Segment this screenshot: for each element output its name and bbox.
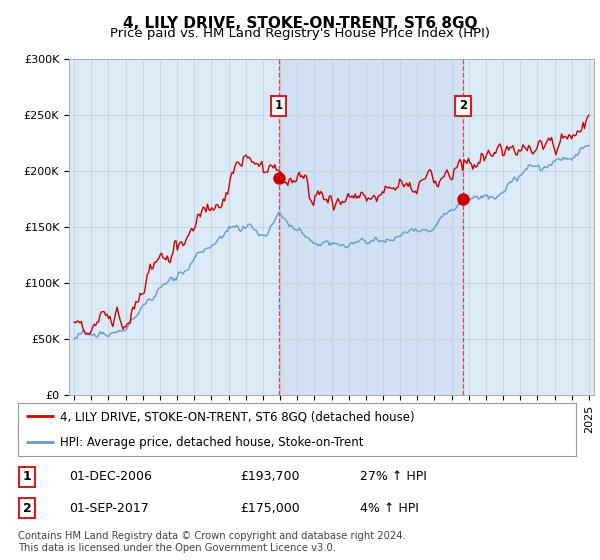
Text: £193,700: £193,700 (240, 470, 299, 483)
Text: 2: 2 (23, 502, 31, 515)
Text: 4, LILY DRIVE, STOKE-ON-TRENT, ST6 8GQ (detached house): 4, LILY DRIVE, STOKE-ON-TRENT, ST6 8GQ (… (60, 410, 415, 423)
Text: £175,000: £175,000 (240, 502, 300, 515)
Text: 27% ↑ HPI: 27% ↑ HPI (360, 470, 427, 483)
Text: Contains HM Land Registry data © Crown copyright and database right 2024.
This d: Contains HM Land Registry data © Crown c… (18, 531, 406, 553)
Text: Price paid vs. HM Land Registry's House Price Index (HPI): Price paid vs. HM Land Registry's House … (110, 27, 490, 40)
Text: 1: 1 (23, 470, 31, 483)
Text: 01-DEC-2006: 01-DEC-2006 (69, 470, 152, 483)
Text: 1: 1 (275, 99, 283, 113)
Text: 4% ↑ HPI: 4% ↑ HPI (360, 502, 419, 515)
Text: 4, LILY DRIVE, STOKE-ON-TRENT, ST6 8GQ: 4, LILY DRIVE, STOKE-ON-TRENT, ST6 8GQ (123, 16, 477, 31)
Text: 2: 2 (459, 99, 467, 113)
Text: 01-SEP-2017: 01-SEP-2017 (69, 502, 149, 515)
Text: HPI: Average price, detached house, Stoke-on-Trent: HPI: Average price, detached house, Stok… (60, 436, 364, 449)
